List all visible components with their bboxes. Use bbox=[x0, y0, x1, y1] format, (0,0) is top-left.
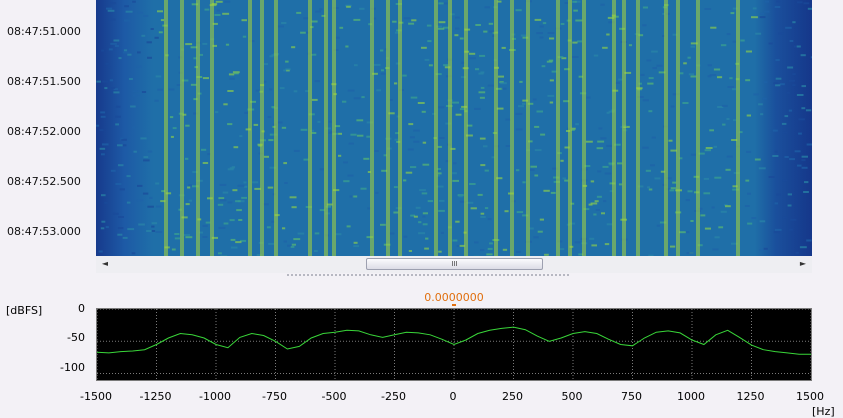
scroll-left-icon[interactable]: ◄ bbox=[101, 259, 109, 268]
spectrum-plot[interactable] bbox=[96, 308, 812, 381]
time-label: 08:47:52.500 bbox=[7, 175, 81, 188]
x-tick: 1000 bbox=[677, 390, 705, 403]
time-axis: 08:47:51.000 08:47:51.500 08:47:52.000 0… bbox=[0, 0, 96, 256]
x-tick: 1500 bbox=[796, 390, 824, 403]
x-tick: 0 bbox=[449, 390, 457, 403]
time-label: 08:47:51.000 bbox=[7, 25, 81, 38]
time-label: 08:47:53.000 bbox=[7, 225, 81, 238]
y-unit-label: [dBFS] bbox=[6, 304, 43, 317]
time-label: 08:47:52.000 bbox=[7, 125, 81, 138]
y-tick: 0 bbox=[78, 302, 85, 315]
offset-marker-icon[interactable] bbox=[452, 304, 456, 306]
x-tick: 1250 bbox=[736, 390, 765, 403]
frequency-offset-readout: 0.0000000 bbox=[424, 291, 484, 304]
x-tick: -1500 bbox=[80, 390, 112, 403]
spectrum-trace bbox=[97, 326, 811, 355]
x-tick: -250 bbox=[381, 390, 406, 403]
x-tick: 500 bbox=[561, 390, 583, 403]
y-tick: -50 bbox=[67, 331, 85, 344]
horizontal-scrollbar[interactable]: ◄ III ► bbox=[96, 256, 812, 273]
waterfall-display[interactable] bbox=[96, 0, 812, 256]
time-label: 08:47:51.500 bbox=[7, 75, 81, 88]
x-tick: -1000 bbox=[199, 390, 231, 403]
scroll-thumb[interactable]: III bbox=[366, 258, 543, 270]
x-unit-label: [Hz] bbox=[812, 405, 835, 418]
x-tick: -500 bbox=[321, 390, 347, 403]
x-tick: 750 bbox=[621, 390, 642, 403]
spectrum-panel: [dBFS] 0.0000000 0 -50 -100 -1500 -1250 -1… bbox=[0, 290, 843, 418]
scroll-right-icon[interactable]: ► bbox=[799, 259, 807, 268]
right-margin bbox=[812, 0, 843, 256]
x-tick: -1250 bbox=[139, 390, 172, 403]
x-tick: -750 bbox=[262, 390, 287, 403]
waterfall-canvas bbox=[96, 0, 812, 256]
spectrum-svg bbox=[97, 309, 811, 380]
splitter-grip[interactable] bbox=[287, 274, 571, 276]
x-tick: 250 bbox=[502, 390, 523, 403]
y-tick: -100 bbox=[60, 361, 85, 374]
